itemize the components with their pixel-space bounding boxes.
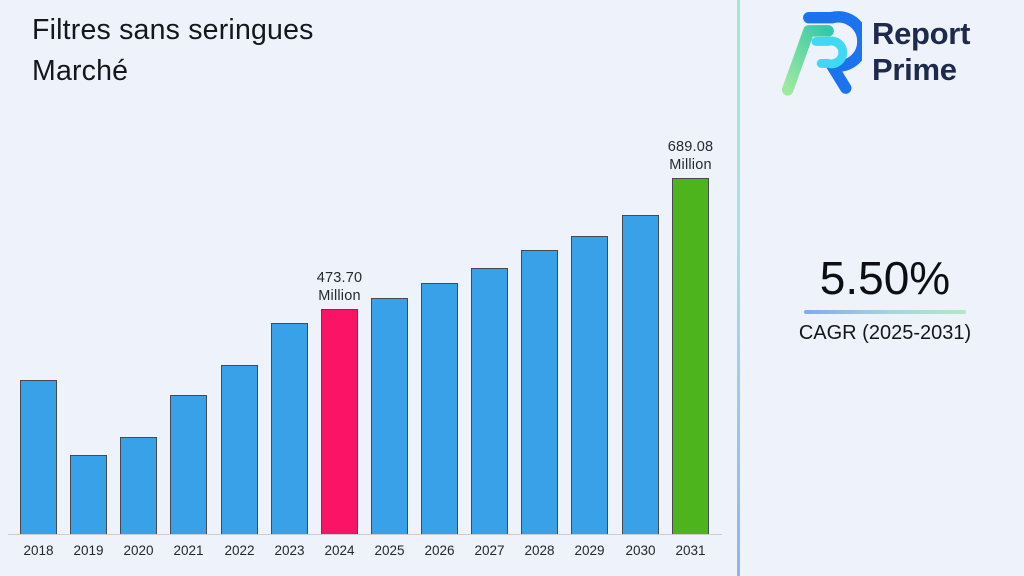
bar-2029 <box>571 236 608 534</box>
bar-2019 <box>70 455 107 534</box>
vertical-divider <box>737 0 740 576</box>
bar-2022 <box>221 365 258 534</box>
value-label-2024: 473.70 Million <box>316 270 363 304</box>
bar-2024 <box>321 309 358 534</box>
year-label-2027: 2027 <box>474 543 505 558</box>
year-label-2025: 2025 <box>374 543 405 558</box>
year-label-2022: 2022 <box>224 543 255 558</box>
year-label-2029: 2029 <box>574 543 605 558</box>
year-label-2018: 2018 <box>23 543 54 558</box>
year-label-2021: 2021 <box>173 543 204 558</box>
bar-2028 <box>521 250 558 534</box>
bar-2027 <box>471 268 508 534</box>
year-label-2031: 2031 <box>675 543 706 558</box>
bar-chart: 2018 2019 2020 2021 2022 2023 2024 2025 2026 2027… <box>8 139 722 558</box>
year-label-2020: 2020 <box>123 543 154 558</box>
year-label-2019: 2019 <box>73 543 104 558</box>
year-label-2030: 2030 <box>625 543 656 558</box>
cagr-value: 5.50% <box>819 252 951 304</box>
report-prime-logo-icon <box>782 11 862 96</box>
bar-2031 <box>672 178 709 534</box>
year-label-2024: 2024 <box>324 543 355 558</box>
bar-2020 <box>120 437 157 534</box>
year-label-2028: 2028 <box>524 543 555 558</box>
bar-2023 <box>271 323 308 534</box>
bar-2021 <box>170 395 207 534</box>
brand-logo: Report Prime <box>782 8 970 96</box>
bar-2018 <box>20 380 57 534</box>
x-axis-line <box>8 534 722 535</box>
year-label-2023: 2023 <box>274 543 305 558</box>
bar-2026 <box>421 283 458 534</box>
year-label-2026: 2026 <box>424 543 455 558</box>
value-label-2031: 689.08 Million <box>667 139 714 173</box>
bar-2025 <box>371 298 408 534</box>
brand-word-report: Report <box>872 16 971 51</box>
cagr-kpi: 5.50% CAGR (2025-2031) <box>790 252 980 345</box>
cagr-label: CAGR (2025-2031) <box>798 322 972 344</box>
bar-2030 <box>622 215 659 534</box>
page-title: Filtres sans seringues Marché <box>32 14 314 87</box>
brand-wordmark: Report Prime <box>872 16 970 88</box>
brand-word-prime: Prime <box>872 52 957 87</box>
cagr-underline <box>804 310 966 314</box>
